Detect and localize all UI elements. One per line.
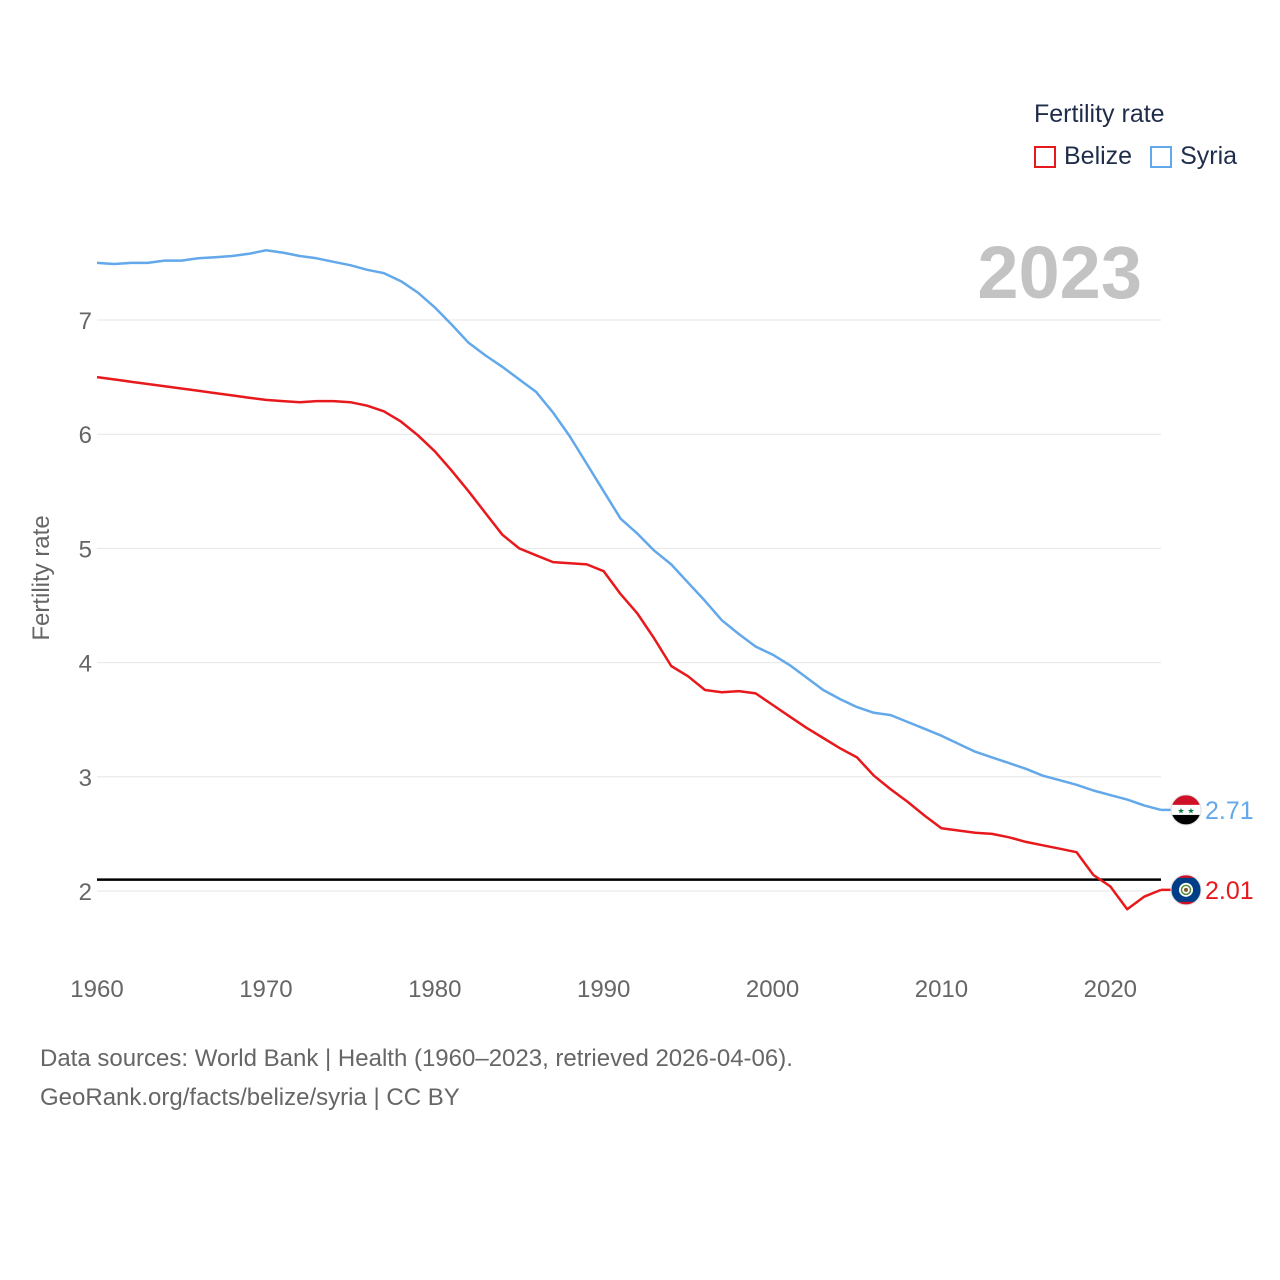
- x-tick-label: 2020: [1084, 976, 1137, 1003]
- x-tick-label: 1990: [577, 976, 630, 1003]
- series-lines: [96, 249, 1172, 911]
- legend: Belize Syria: [1034, 142, 1255, 171]
- legend-swatch-belize: [1034, 145, 1056, 168]
- legend-swatch-syria: [1150, 145, 1173, 168]
- y-tick-label: 6: [79, 422, 92, 449]
- series-line-syria: [96, 249, 1162, 812]
- legend-item-syria[interactable]: Syria: [1150, 142, 1237, 171]
- x-tick-label: 1980: [408, 976, 461, 1003]
- y-tick-label: 5: [79, 536, 92, 563]
- x-tick-label: 2000: [746, 976, 799, 1003]
- x-axis-ticks: 1960 1970 1980 1990 2000 2010 2020: [70, 976, 1137, 1003]
- y-tick-label: 4: [79, 651, 92, 678]
- y-axis-label: Fertility rate: [28, 515, 55, 641]
- end-label-syria: 2.71: [1205, 797, 1254, 825]
- end-markers: ★ ★: [1170, 794, 1202, 906]
- syria-flag-icon: ★ ★: [1170, 794, 1202, 826]
- current-year-label: 2023: [977, 231, 1142, 314]
- x-tick-label: 1960: [70, 976, 123, 1003]
- y-tick-label: 7: [79, 308, 92, 335]
- y-tick-label: 2: [79, 879, 92, 906]
- end-label-belize: 2.01: [1205, 877, 1254, 905]
- footer-sources: Data sources: World Bank | Health (1960–…: [40, 1045, 793, 1072]
- belize-flag-icon: [1170, 874, 1202, 906]
- legend-label-syria: Syria: [1180, 142, 1238, 170]
- x-tick-label: 1970: [239, 976, 292, 1003]
- end-value-labels: 2.01 2.71: [1205, 797, 1254, 905]
- x-tick-label: 2010: [915, 976, 968, 1003]
- y-axis-ticks: 2 3 4 5 6 7: [79, 308, 92, 906]
- legend-item-belize[interactable]: Belize: [1034, 142, 1132, 171]
- legend-label-belize: Belize: [1064, 142, 1133, 170]
- legend-title: Fertility rate: [1034, 100, 1165, 128]
- svg-text:★: ★: [1187, 806, 1194, 815]
- series-line-belize: [96, 375, 1162, 911]
- footer-credit[interactable]: GeoRank.org/facts/belize/syria | CC BY: [40, 1084, 460, 1111]
- gridlines: [97, 319, 1161, 892]
- y-tick-label: 3: [79, 765, 92, 792]
- svg-text:★: ★: [1177, 806, 1184, 815]
